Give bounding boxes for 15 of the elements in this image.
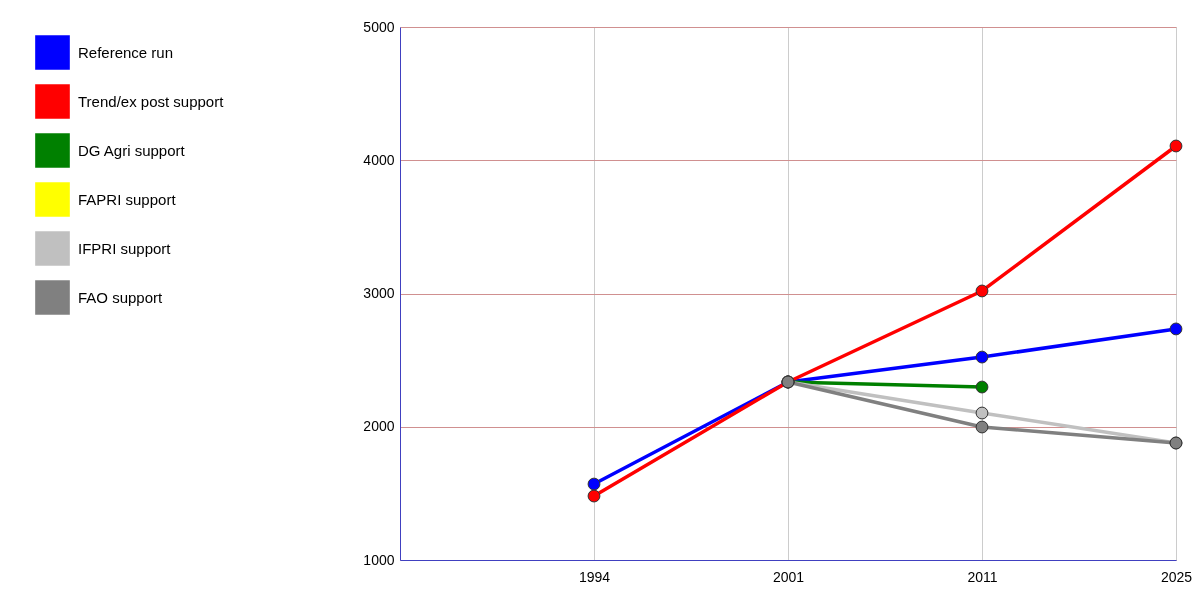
y-tick-label: 3000 <box>363 285 395 301</box>
legend-label: Reference run <box>78 43 174 61</box>
legend-label: FAPRI support <box>78 190 177 208</box>
y-tick-label: 2000 <box>363 418 395 435</box>
x-tick-label: 2025 <box>1160 568 1192 585</box>
legend-label: DG Agri support <box>78 141 186 159</box>
y-tick-label: 4000 <box>363 151 395 168</box>
legend-label: Trend/ex post support <box>78 92 225 110</box>
x-tick-label: 2011 <box>967 568 998 585</box>
y-tick-label: 1000 <box>363 551 395 568</box>
x-tick-label: 1994 <box>578 568 611 585</box>
y-tick-label: 5000 <box>363 18 395 35</box>
legend-label: FAO support <box>78 288 164 306</box>
legend-label: IFPRI support <box>78 239 172 257</box>
x-tick-label: 2001 <box>772 568 805 585</box>
